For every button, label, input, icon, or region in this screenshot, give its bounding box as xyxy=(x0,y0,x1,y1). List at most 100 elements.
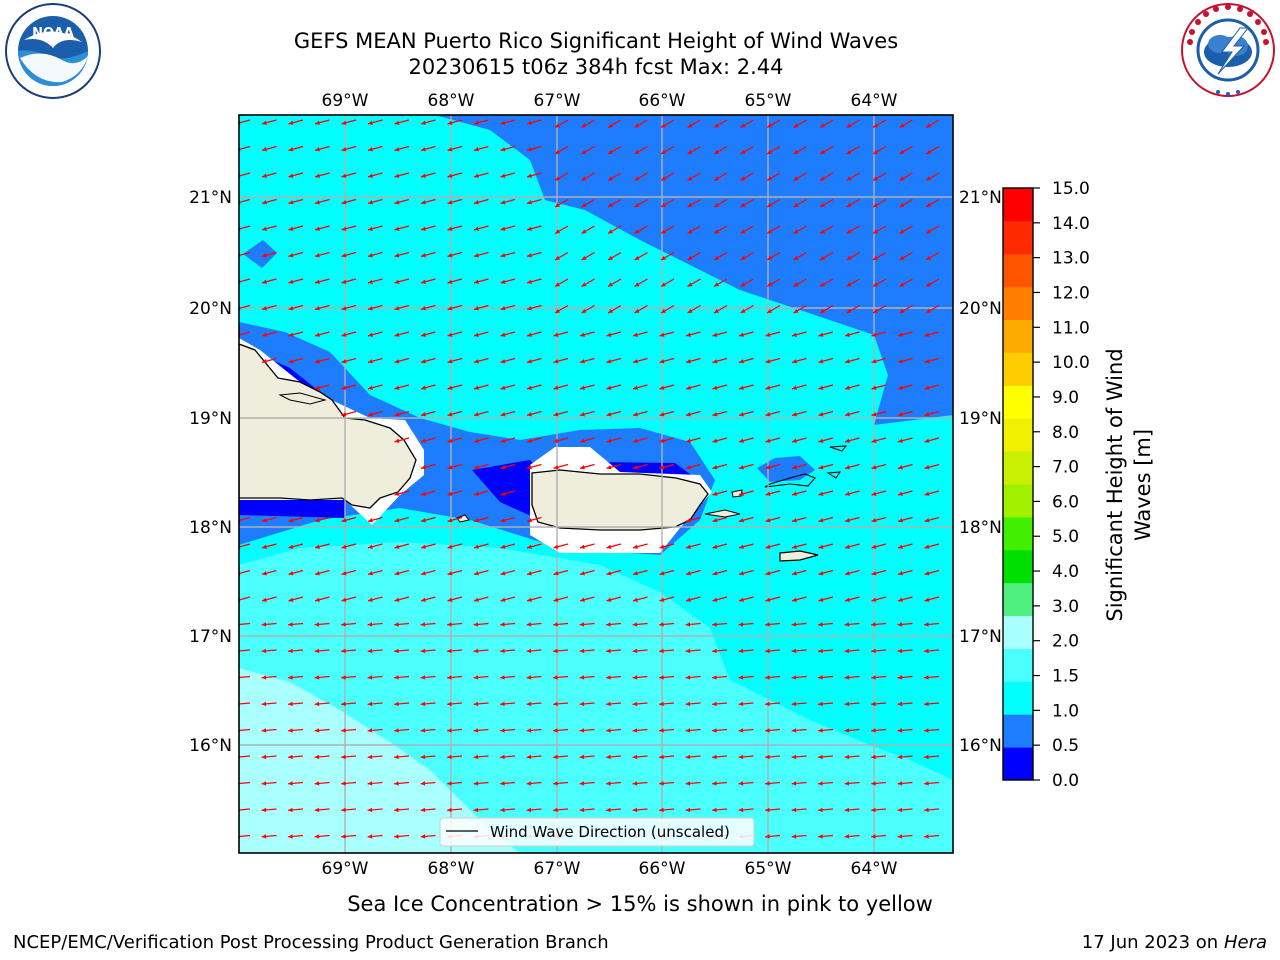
wind-wave-arrowhead xyxy=(924,728,929,733)
wind-wave-arrowhead xyxy=(791,781,797,786)
wind-wave-arrowhead xyxy=(791,754,797,760)
wind-wave-arrowhead xyxy=(474,518,479,523)
wind-wave-arrowhead xyxy=(765,465,771,470)
wind-wave-arrowhead xyxy=(820,202,825,207)
wind-wave-arrowhead xyxy=(314,701,320,707)
wind-wave-arrowhead xyxy=(898,438,903,443)
wind-wave-arrowhead xyxy=(712,544,718,549)
lon-labels: 69°W 68°W 67°W 66°W 65°W 64°W 69°W 68°W … xyxy=(322,91,898,879)
wind-wave-arrowhead xyxy=(846,229,852,234)
wind-wave-arrowhead xyxy=(846,123,852,128)
wind-wave-arrowhead xyxy=(634,123,640,128)
wind-wave-arrowhead xyxy=(341,226,347,231)
colorbar-segment xyxy=(1003,516,1033,551)
colorbar-tick-label: 3.0 xyxy=(1052,597,1079,617)
wind-wave-arrowhead xyxy=(394,253,400,258)
wind-wave-arrowhead xyxy=(580,571,585,576)
wind-wave-arrowhead xyxy=(873,149,878,154)
wind-wave-arrowhead xyxy=(739,544,744,549)
wind-wave-arrowhead xyxy=(818,359,824,364)
lat-label-left: 18°N xyxy=(189,518,232,538)
wind-wave-arrowhead xyxy=(818,491,824,496)
wind-wave-arrowhead xyxy=(791,728,797,733)
wind-wave-arrow xyxy=(239,702,251,705)
wind-wave-arrowhead xyxy=(261,754,267,760)
wind-wave-arrowhead xyxy=(606,438,612,443)
wind-wave-arrowhead xyxy=(898,544,903,549)
wind-wave-arrowhead xyxy=(500,279,506,284)
wind-wave-arrowhead xyxy=(845,597,850,602)
colorbar-tick-label: 9.0 xyxy=(1052,388,1079,408)
lat-label-right: 18°N xyxy=(959,518,1002,538)
wind-wave-arrowhead xyxy=(820,149,825,154)
colorbar-segment xyxy=(1003,451,1033,485)
wind-wave-arrowhead xyxy=(474,306,479,311)
wind-wave-arrowhead xyxy=(871,597,877,602)
wind-wave-arrowhead xyxy=(527,438,532,443)
wind-wave-arrowhead xyxy=(632,781,638,786)
colorbar-segment xyxy=(1003,253,1033,288)
wind-wave-arrowhead xyxy=(793,149,799,154)
wind-wave-arrowhead xyxy=(820,123,825,128)
wind-wave-arrowhead xyxy=(368,200,373,205)
wind-wave-arrowhead xyxy=(394,173,400,178)
wind-wave-arrowhead xyxy=(314,728,320,733)
wind-wave-arrowhead xyxy=(686,597,691,602)
wind-wave-arrowhead xyxy=(368,597,373,602)
wind-wave-arrowhead xyxy=(447,306,453,311)
wind-wave-arrowhead xyxy=(659,385,665,390)
wind-wave-arrowhead xyxy=(500,571,506,576)
wind-wave-arrowhead xyxy=(261,834,267,839)
wind-wave-arrowhead xyxy=(792,465,797,470)
wind-wave-arrowhead xyxy=(633,544,638,549)
colorbar-segment xyxy=(1003,747,1033,781)
wind-wave-arrowhead xyxy=(846,255,852,260)
map-frame xyxy=(238,114,954,854)
wind-wave-arrowhead xyxy=(873,308,878,313)
wind-wave-arrowhead xyxy=(606,622,611,627)
wind-wave-arrowhead xyxy=(262,332,267,337)
lat-labels-right: 21°N 20°N 19°N 18°N 17°N 16°N xyxy=(959,188,1002,756)
colorbar-label-line2: Waves [m] xyxy=(1131,429,1155,541)
wind-wave-arrowhead xyxy=(899,282,905,287)
wind-wave-arrowhead xyxy=(288,306,294,311)
wind-wave-arrowhead xyxy=(686,332,691,337)
wind-wave-arrowhead xyxy=(686,412,691,417)
wave-field-1m-north xyxy=(435,115,953,425)
wind-wave-arrowhead xyxy=(659,701,664,707)
wind-wave-arrowhead xyxy=(898,571,903,576)
wind-wave-arrowhead xyxy=(341,518,347,523)
wind-wave-arrowhead xyxy=(555,255,560,260)
wind-wave-arrowhead xyxy=(447,412,453,417)
wind-wave-arrowhead xyxy=(687,176,693,181)
lat-labels-left: 21°N 20°N 19°N 18°N 17°N 16°N xyxy=(189,188,232,756)
wind-wave-arrowhead xyxy=(793,202,799,207)
wind-wave-arrowhead xyxy=(844,728,850,733)
wind-wave-arrowhead xyxy=(314,675,320,680)
wind-wave-arrowhead xyxy=(447,648,452,654)
wind-wave-arrowhead xyxy=(394,491,400,496)
colorbar-ticks: 15.0 14.0 13.0 12.0 11.0 10.0 9.0 8.0 7.0 6.0 5.0 4… xyxy=(1033,179,1090,791)
noaa-logo-text: NOAA xyxy=(32,26,74,41)
wind-wave-arrowhead xyxy=(315,544,320,549)
wind-wave-arrowhead xyxy=(341,385,347,390)
wind-wave-arrowhead xyxy=(394,385,400,390)
wind-wave-arrowhead xyxy=(659,465,665,470)
wind-wave-arrowhead xyxy=(792,438,797,443)
wind-wave-arrowhead xyxy=(581,308,587,313)
wind-wave-arrowhead xyxy=(341,701,346,707)
wind-wave-arrowhead xyxy=(288,571,294,576)
wind-wave-arrowhead xyxy=(394,147,400,152)
wind-wave-arrowhead xyxy=(686,571,691,576)
wind-wave-arrowhead xyxy=(527,253,532,258)
wind-wave-arrowhead xyxy=(606,465,612,470)
wind-wave-arrowhead xyxy=(473,675,479,680)
wind-wave-arrowhead xyxy=(924,544,930,549)
wind-wave-arrowhead xyxy=(659,571,665,576)
wind-wave-arrowhead xyxy=(898,465,903,470)
wind-wave-arrowhead xyxy=(474,359,479,364)
lon-label-bottom: 65°W xyxy=(745,859,792,879)
wind-wave-arrowhead xyxy=(421,359,426,364)
wind-wave-arrowhead xyxy=(527,571,532,576)
